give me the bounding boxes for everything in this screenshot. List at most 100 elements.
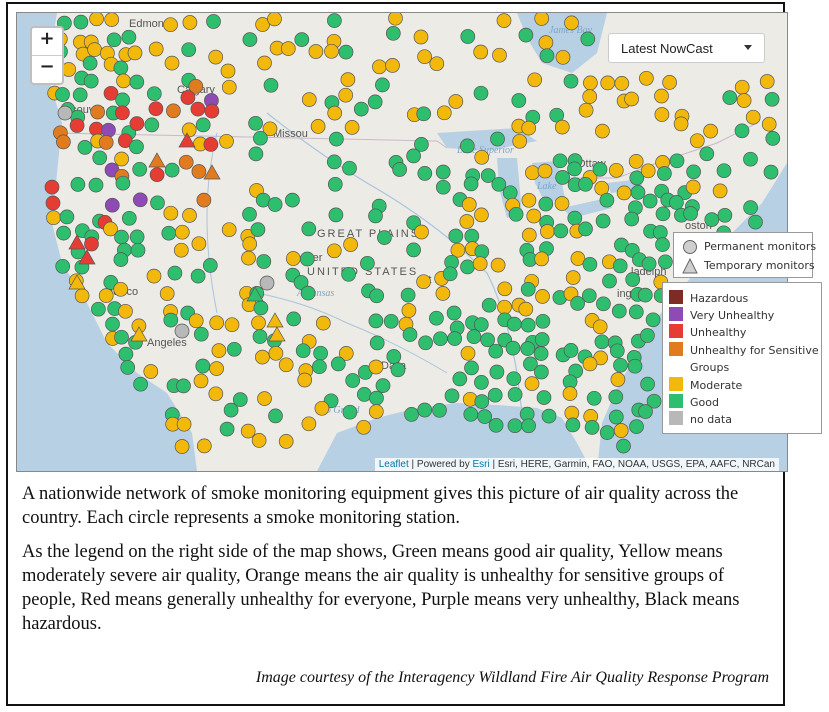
monitor-marker[interactable] <box>45 195 61 211</box>
monitor-marker[interactable] <box>521 418 536 434</box>
temporary-monitor-marker[interactable] <box>130 326 148 342</box>
monitor-marker[interactable] <box>748 214 763 230</box>
monitor-marker[interactable] <box>181 42 197 58</box>
monitor-marker[interactable] <box>567 210 583 226</box>
monitor-marker[interactable] <box>655 206 671 222</box>
monitor-marker[interactable] <box>301 92 317 107</box>
monitor-marker[interactable] <box>759 74 775 89</box>
monitor-marker[interactable] <box>193 373 209 389</box>
monitor-marker[interactable] <box>278 357 294 373</box>
monitor-marker[interactable] <box>242 32 258 47</box>
monitor-marker[interactable] <box>72 87 88 103</box>
monitor-marker[interactable] <box>582 256 598 272</box>
monitor-marker[interactable] <box>539 48 555 64</box>
monitor-marker[interactable] <box>565 417 581 433</box>
monitor-marker[interactable] <box>416 274 431 290</box>
monitor-marker[interactable] <box>488 417 504 433</box>
monitor-marker[interactable] <box>655 237 670 252</box>
monitor-marker[interactable] <box>613 357 628 373</box>
monitor-marker[interactable] <box>520 281 536 297</box>
monitor-marker[interactable] <box>57 105 73 121</box>
monitor-marker[interactable] <box>163 205 179 221</box>
monitor-marker[interactable] <box>114 151 129 167</box>
monitor-marker[interactable] <box>313 345 328 361</box>
monitor-marker[interactable] <box>584 420 600 435</box>
monitor-marker[interactable] <box>133 376 148 392</box>
monitor-marker[interactable] <box>616 185 632 201</box>
temporary-monitor-marker[interactable] <box>178 132 196 148</box>
monitor-marker[interactable] <box>148 41 164 57</box>
monitor-marker[interactable] <box>224 317 240 333</box>
monitor-marker[interactable] <box>251 315 266 331</box>
monitor-marker[interactable] <box>204 103 220 119</box>
monitor-marker[interactable] <box>592 319 608 335</box>
monitor-marker[interactable] <box>743 151 758 167</box>
monitor-marker[interactable] <box>533 346 549 361</box>
monitor-marker[interactable] <box>448 228 464 244</box>
monitor-marker[interactable] <box>640 163 656 179</box>
monitor-marker[interactable] <box>143 364 159 379</box>
monitor-marker[interactable] <box>518 301 534 317</box>
monitor-marker[interactable] <box>120 360 136 375</box>
monitor-marker[interactable] <box>176 378 191 394</box>
monitor-marker[interactable] <box>127 45 143 61</box>
monitor-marker[interactable] <box>82 55 98 71</box>
monitor-marker[interactable] <box>191 164 207 179</box>
monitor-marker[interactable] <box>256 254 272 269</box>
monitor-marker[interactable] <box>540 224 555 239</box>
monitor-marker[interactable] <box>130 242 146 258</box>
monitor-marker[interactable] <box>474 375 489 390</box>
monitor-marker[interactable] <box>505 340 521 356</box>
monitor-marker[interactable] <box>538 35 554 50</box>
monitor-marker[interactable] <box>369 335 385 351</box>
monitor-marker[interactable] <box>554 196 570 211</box>
monitor-marker[interactable] <box>473 44 489 60</box>
monitor-marker[interactable] <box>578 102 594 118</box>
monitor-marker[interactable] <box>150 195 165 211</box>
monitor-marker[interactable] <box>496 13 512 28</box>
monitor-marker[interactable] <box>534 13 550 26</box>
monitor-marker[interactable] <box>736 93 752 108</box>
monitor-marker[interactable] <box>638 404 653 419</box>
monitor-marker[interactable] <box>624 211 640 227</box>
monitor-marker[interactable] <box>429 56 445 72</box>
monitor-marker[interactable] <box>699 146 715 162</box>
monitor-marker[interactable] <box>221 222 237 238</box>
monitor-marker[interactable] <box>167 265 183 281</box>
monitor-marker[interactable] <box>662 75 677 90</box>
monitor-marker[interactable] <box>535 289 550 304</box>
monitor-marker[interactable] <box>625 272 641 287</box>
monitor-marker[interactable] <box>368 208 383 224</box>
monitor-marker[interactable] <box>460 29 476 44</box>
temporary-monitor-marker[interactable] <box>203 164 221 180</box>
monitor-marker[interactable] <box>612 258 628 274</box>
monitor-marker[interactable] <box>641 256 657 272</box>
monitor-marker[interactable] <box>624 91 639 107</box>
monitor-marker[interactable] <box>90 104 105 120</box>
monitor-marker[interactable] <box>308 44 324 59</box>
monitor-marker[interactable] <box>608 389 624 405</box>
monitor-marker[interactable] <box>537 163 553 179</box>
monitor-marker[interactable] <box>490 131 505 147</box>
monitor-marker[interactable] <box>472 256 488 272</box>
monitor-marker[interactable] <box>129 116 145 131</box>
monitor-marker[interactable] <box>174 323 190 339</box>
monitor-marker[interactable] <box>524 376 540 391</box>
temporary-monitor-marker[interactable] <box>246 286 264 302</box>
monitor-marker[interactable] <box>488 343 504 359</box>
monitor-marker[interactable] <box>734 79 750 95</box>
monitor-marker[interactable] <box>497 299 512 315</box>
monitor-marker[interactable] <box>432 402 447 418</box>
monitor-marker[interactable] <box>722 90 738 105</box>
monitor-marker[interactable] <box>203 137 219 152</box>
monitor-marker[interactable] <box>450 242 466 258</box>
monitor-marker[interactable] <box>463 406 479 422</box>
monitor-marker[interactable] <box>390 362 406 378</box>
monitor-marker[interactable] <box>301 221 317 237</box>
monitor-marker[interactable] <box>686 164 701 180</box>
monitor-marker[interactable] <box>386 349 402 364</box>
monitor-marker[interactable] <box>521 227 537 243</box>
monitor-marker[interactable] <box>416 106 432 122</box>
monitor-marker[interactable] <box>173 242 189 258</box>
monitor-marker[interactable] <box>144 117 160 133</box>
